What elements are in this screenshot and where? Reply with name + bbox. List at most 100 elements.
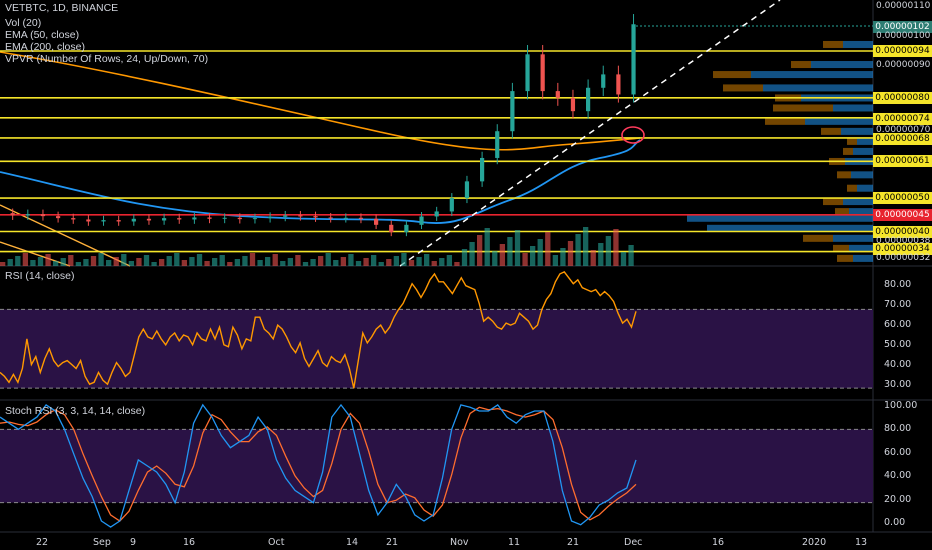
candle-body [56,216,61,219]
volume-bar [499,244,506,266]
time-tick: 9 [130,537,137,548]
level-tag: 0.00000050 [873,192,932,204]
volume-bar [318,256,324,266]
indicator-volume[interactable]: Vol (20) [5,17,42,29]
vpvr-bar-up [857,184,873,192]
level-tag: 0.00000034 [873,243,932,255]
level-tag: 0.00000080 [873,92,932,104]
vpvr-bar-up [857,137,873,145]
vpvr-bar-up [849,208,873,216]
volume-bar [249,253,256,266]
volume-bar [628,245,634,266]
candle-body [283,215,288,217]
vpvr-bar-down [765,117,805,125]
volume-bar [196,254,203,266]
candle-body [480,157,485,182]
stoch-rsi-title[interactable]: Stoch RSI (3, 3, 14, 14, close) [5,405,146,417]
candle-body [374,218,379,225]
level-tag: 0.00000040 [873,226,932,238]
rsi-title[interactable]: RSI (14, close) [5,270,75,282]
volume-bar [257,260,263,266]
candle-body [268,216,273,219]
indicator-ema50[interactable]: EMA (50, close) [5,29,80,41]
time-tick: 13 [855,537,868,548]
vpvr-bar-up [763,84,873,92]
stoch-tick: 20.00 [884,494,912,505]
volume-bar [507,237,513,266]
candle-body [601,74,606,88]
candle-body [419,216,424,225]
rsi-tick: 30.00 [884,379,912,390]
candle-body [207,217,212,219]
stoch-k-line [0,403,637,528]
time-tick: Sep [93,537,111,548]
rsi-tick: 50.00 [884,339,912,350]
candle-body [525,54,530,92]
stoch-tick: 100.00 [884,400,918,411]
indicator-ema200[interactable]: EMA (200, close) [5,41,85,53]
volume-bar [492,251,498,266]
candle-body [86,219,91,222]
volume-bar [484,228,490,266]
volume-bar [0,262,6,266]
level-tag: 0.00000061 [873,155,932,167]
volume-bar [30,260,36,266]
volume-bar [530,246,536,266]
volume-bar [151,262,157,266]
vpvr-bar-up [687,214,873,222]
candle-body [328,217,333,219]
volume-bar [446,255,453,266]
volume-bar [7,259,13,266]
volume-bar [212,258,218,266]
vpvr-bar-down [833,244,849,252]
volume-bar [75,262,82,266]
candle-body [40,214,46,217]
volume-bar [15,256,21,266]
volume-bar [98,253,104,266]
vpvr-bar-down [803,234,833,242]
candle-body [449,198,454,212]
volume-bar [393,256,400,266]
rsi-tick: 40.00 [884,359,912,370]
ema200-line [0,51,641,151]
indicator-vpvr[interactable]: VPVR (Number Of Rows, 24, Up/Down, 70) [5,53,209,65]
volume-bar [431,261,437,266]
time-tick: 14 [346,537,359,548]
candle-body [510,91,515,132]
volume-bar [575,234,581,266]
volume-bar [310,259,316,266]
level-tag: 0.00000094 [873,45,932,57]
volume-bar [325,253,331,266]
vpvr-bar-up [843,40,873,48]
volume-bar [53,261,59,266]
chart-title: VETBTC, 1D, BINANCE [5,2,119,14]
volume-bar [461,249,468,266]
volume-bar [598,243,604,266]
candle-body [434,211,439,217]
volume-bar [355,261,362,266]
candle-body [389,224,394,233]
volume-bar [371,255,377,266]
vpvr-bar-down [773,104,833,112]
vpvr-bar-up [843,198,873,206]
time-tick: 2020 [802,537,827,548]
rsi-tick: 60.00 [884,319,912,330]
time-tick: 11 [508,537,521,548]
highlight-circle [621,126,645,144]
vpvr-bar-up [851,171,873,179]
volume-bar [22,253,29,266]
stoch-band [0,429,873,503]
current-price-tag: 0.00000102 [873,21,932,33]
volume-bar [121,254,127,266]
volume-bar [401,253,407,266]
candle-body [586,87,591,112]
time-tick: 16 [183,537,196,548]
vpvr-bar-up [707,224,873,232]
volume-bar [68,255,74,266]
candle-body [495,131,500,158]
volume-bar [560,248,566,266]
time-tick: Nov [450,537,469,548]
vpvr-bar-down [847,137,857,145]
